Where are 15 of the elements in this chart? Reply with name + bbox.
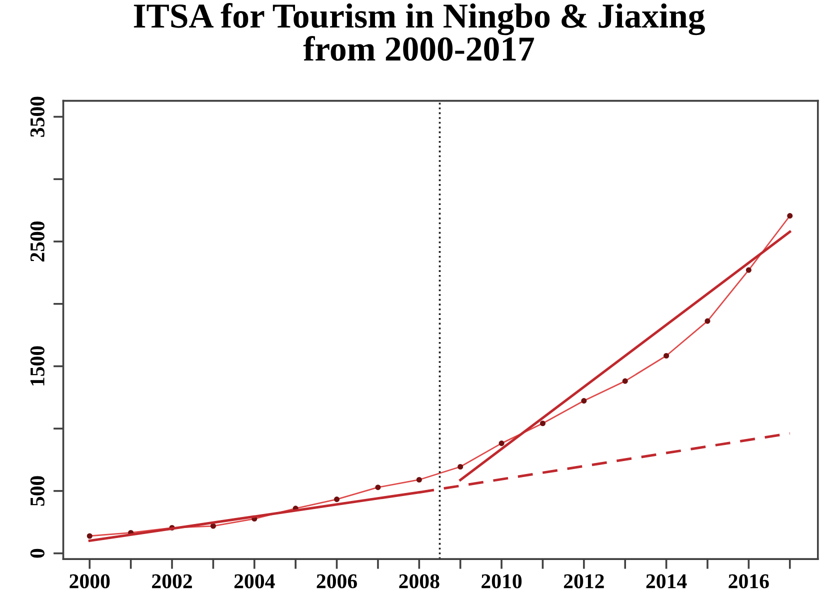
y-tick-label: 3500 [30, 96, 44, 137]
x-tick-label: 2010 [482, 574, 522, 588]
chart-title: ITSA for Tourism in Ningbo & Jiaxing from 2000-2017 [134, 3, 705, 61]
y-tick-label: 1500 [30, 346, 44, 386]
x-tick-label: 2016 [728, 574, 769, 588]
x-tick-label: 2000 [70, 574, 110, 588]
x-tick-label: 2014 [646, 574, 687, 588]
x-tick-label: 2012 [564, 574, 604, 588]
y-tick-label: 0 [30, 548, 44, 558]
x-tick-label: 2008 [399, 574, 440, 588]
y-tick-label: 2500 [30, 221, 44, 262]
x-tick-label: 2006 [316, 574, 357, 588]
x-tick-label: 2002 [152, 574, 192, 588]
y-tick-label: 500 [30, 476, 44, 506]
x-tick-label: 2004 [234, 574, 275, 588]
